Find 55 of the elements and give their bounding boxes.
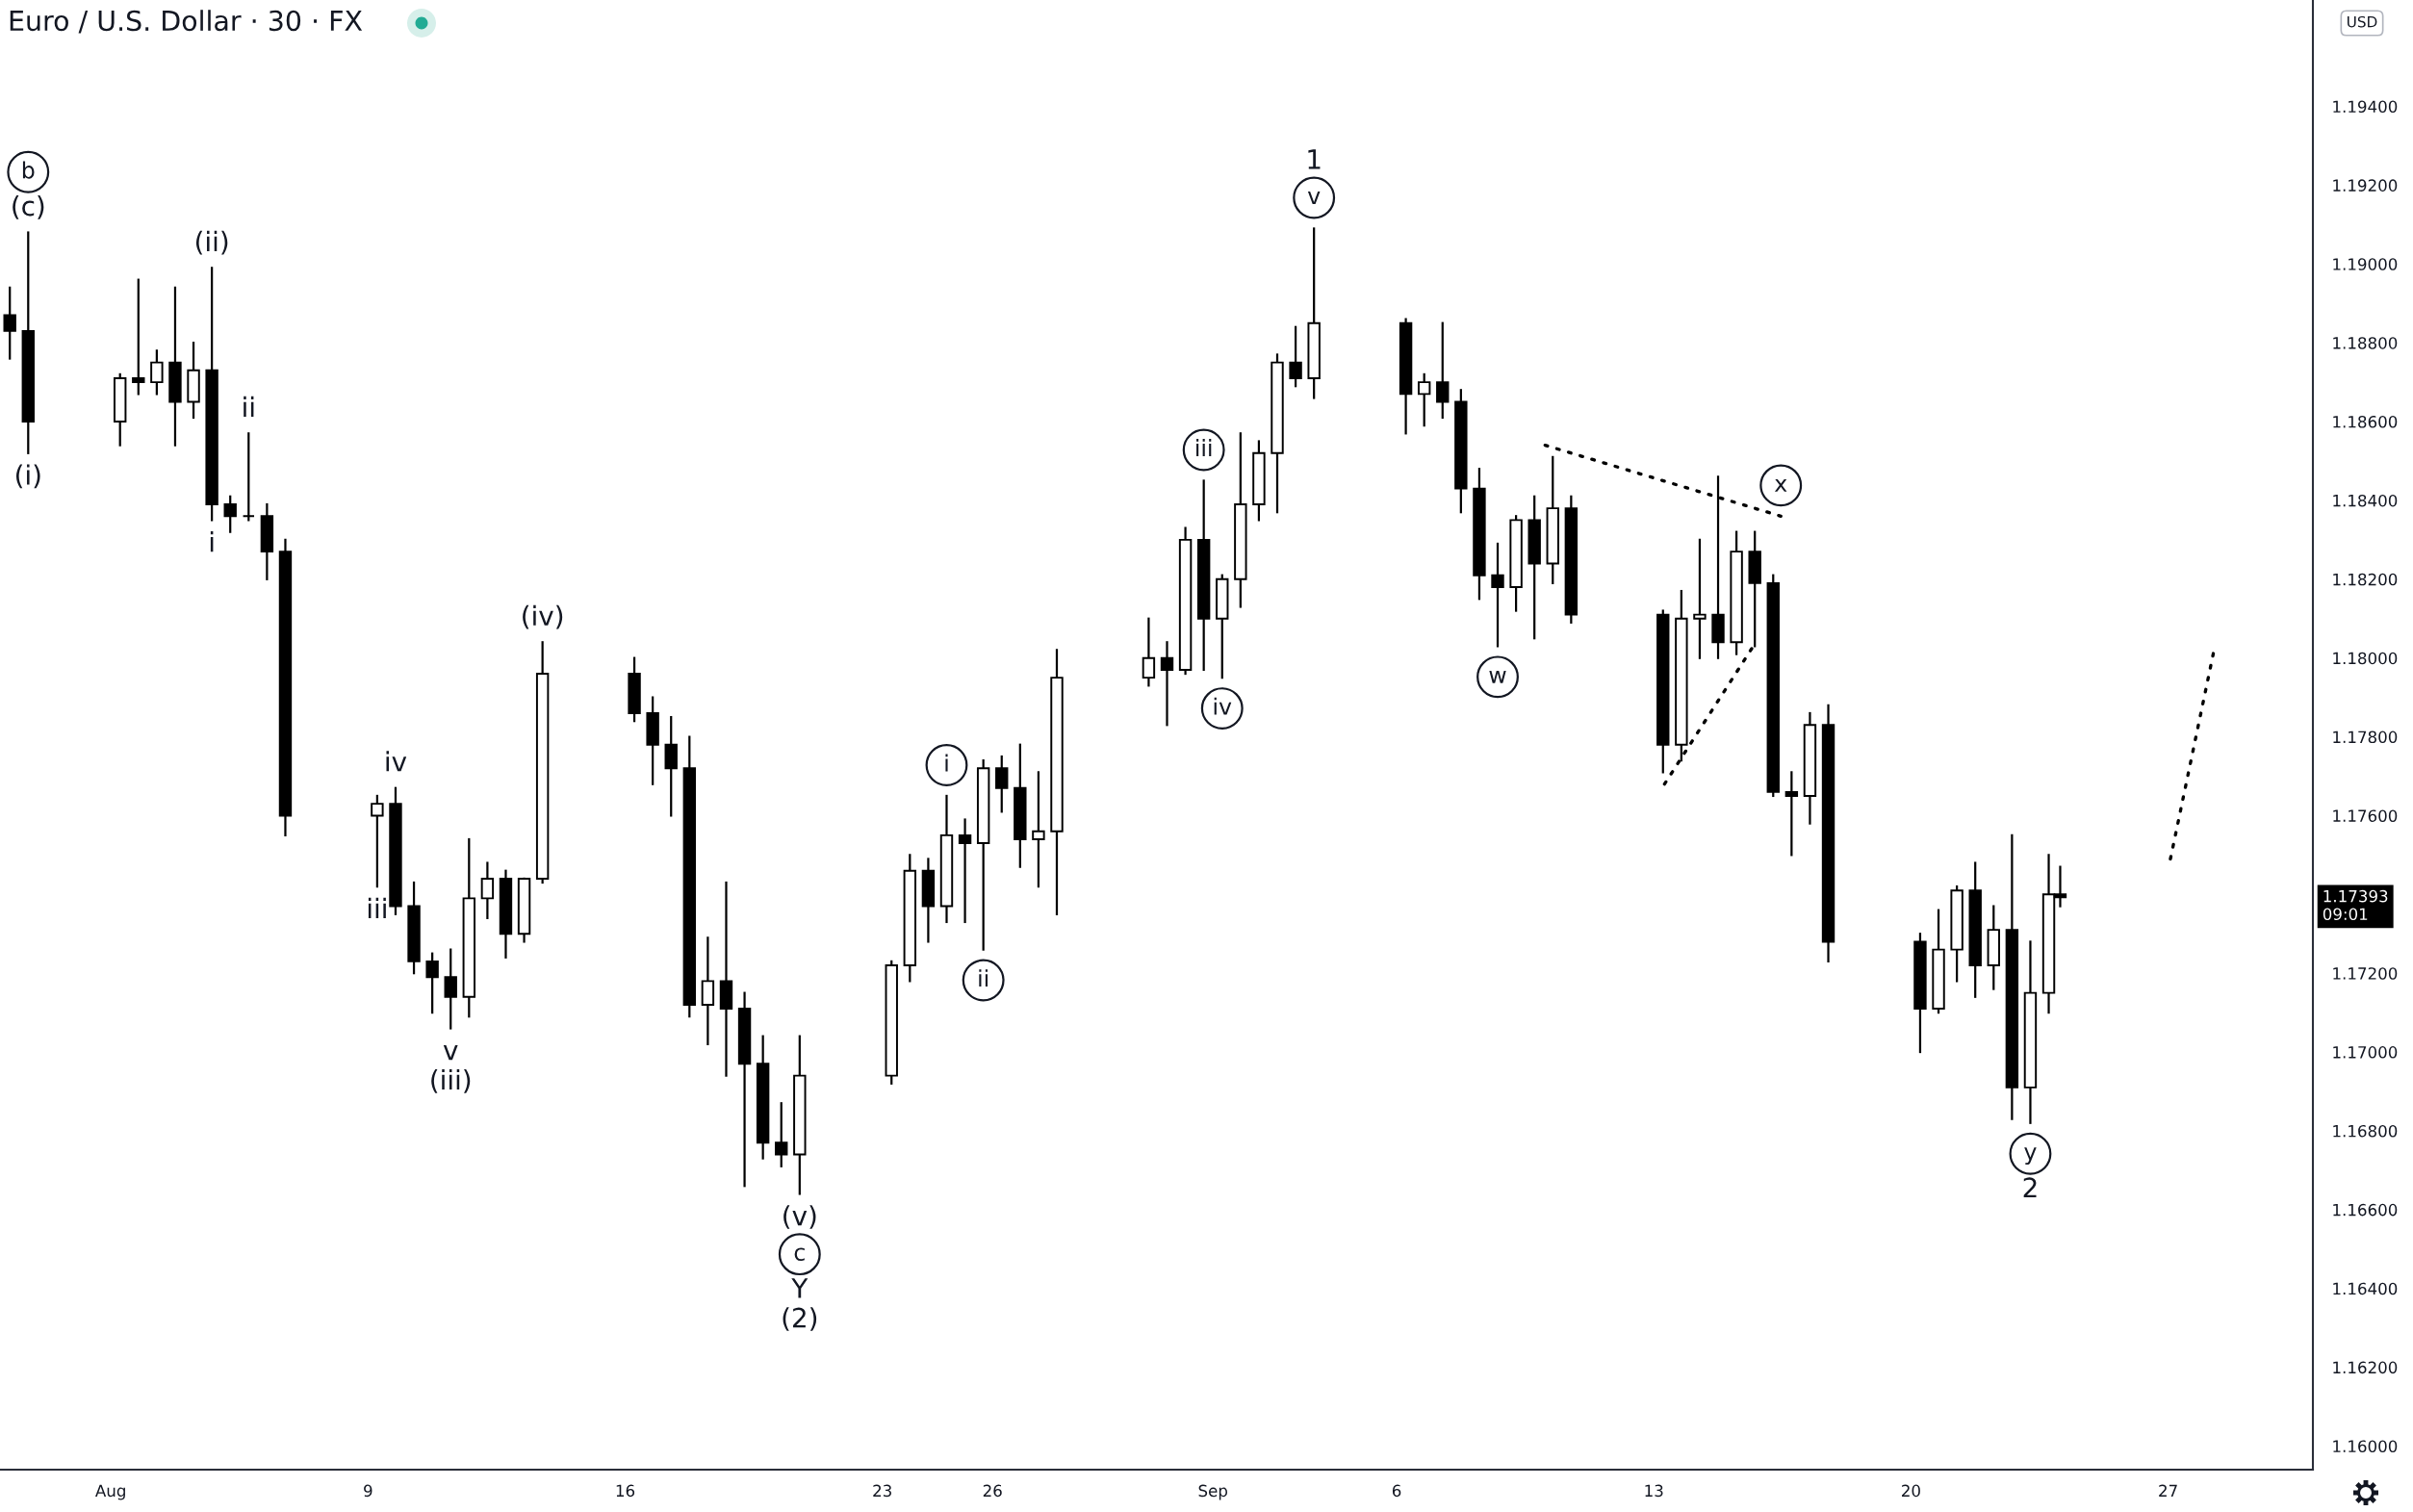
annotation: c	[794, 1247, 805, 1261]
annotation: (c)	[13, 195, 44, 219]
y-tick-label: 1.18000	[2333, 652, 2398, 665]
y-tick-label: 1.19000	[2333, 258, 2398, 270]
text: 1.17393 09:01	[2323, 889, 2388, 921]
x-tick-label: 16	[616, 1484, 635, 1498]
y-tick-label: 1.17200	[2333, 967, 2398, 980]
annotation: i	[210, 531, 214, 552]
x-tick-label: 6	[1392, 1484, 1401, 1498]
annotation: (ii)	[195, 230, 228, 255]
annotation: 1	[1308, 149, 1321, 169]
annotation: (iii)	[431, 1068, 471, 1093]
y-tick-label: 1.19200	[2333, 179, 2398, 192]
y-tick-label: 1.16200	[2333, 1361, 2398, 1374]
annotation: v	[443, 1045, 458, 1061]
annotation: x	[1774, 478, 1787, 492]
y-tick-label: 1.16800	[2333, 1124, 2398, 1138]
y-tick-label: 1.16000	[2333, 1440, 2398, 1453]
y-tick-label: 1.18800	[2333, 337, 2398, 349]
annotation: iv	[386, 751, 407, 772]
annotation: (v)	[783, 1205, 816, 1229]
x-tick-label: Sep	[1198, 1484, 1227, 1500]
annotation: i	[945, 754, 948, 772]
annotation: b	[22, 161, 35, 179]
x-tick-label: 9	[364, 1484, 372, 1498]
y-tick-label: 1.17600	[2333, 809, 2398, 822]
y-axis-title: USD	[2348, 15, 2377, 28]
y-tick-label: 1.19400	[2333, 100, 2398, 114]
x-tick-label: 27	[2159, 1484, 2177, 1497]
annotation: w	[1489, 670, 1506, 683]
x-tick-label: 26	[983, 1484, 1002, 1498]
annotation: v	[1307, 192, 1321, 205]
y-tick-label: 1.18200	[2333, 573, 2398, 586]
annotation: Y	[791, 1278, 809, 1298]
y-tick-label: 1.18600	[2333, 416, 2398, 428]
annotation: y	[2024, 1147, 2037, 1166]
annotation: 2	[2023, 1177, 2037, 1197]
y-tick-label: 1.18400	[2333, 494, 2398, 507]
y-tick-label: 1.17000	[2333, 1046, 2398, 1059]
annotation: (iv)	[523, 604, 563, 629]
y-tick-label: 1.17800	[2333, 730, 2398, 744]
annotation: iii	[1196, 439, 1212, 457]
y-tick-label: 1.16600	[2333, 1203, 2398, 1217]
annotation: iv	[1214, 697, 1232, 715]
annotation: (2)	[783, 1307, 817, 1331]
x-tick-label: 23	[873, 1484, 891, 1498]
x-tick-label: 20	[1902, 1484, 1920, 1498]
x-tick-label: Aug	[95, 1484, 125, 1500]
annotation: iii	[368, 897, 386, 918]
x-tick-label: 13	[1645, 1484, 1663, 1498]
annotation: ii	[979, 969, 988, 987]
annotation: (i)	[15, 464, 40, 489]
chart-title: Euro / U.S. Dollar · 30 · FX	[10, 10, 363, 34]
annotation: ii	[244, 396, 254, 417]
y-tick-label: 1.16400	[2333, 1282, 2398, 1295]
